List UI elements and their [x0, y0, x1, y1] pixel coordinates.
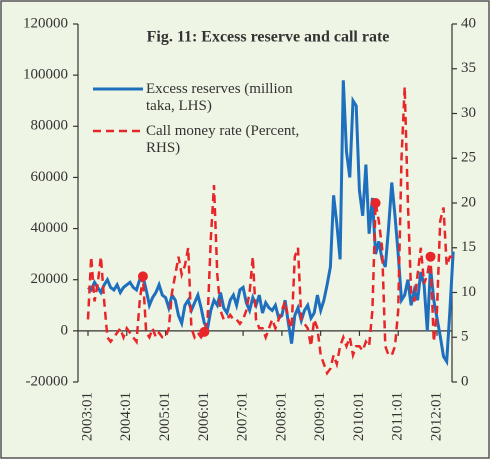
- y-tick-label: 60000: [31, 169, 69, 185]
- y2-tick-label: 5: [461, 329, 469, 345]
- highlight-marker: [425, 251, 436, 262]
- legend-entry: Call money rate (Percent, RHS): [146, 123, 300, 156]
- highlight-marker: [137, 271, 148, 282]
- x-tick-label: 2011:01: [390, 392, 406, 441]
- y-tick-label: 80000: [31, 118, 69, 134]
- y2-tick-label: 25: [461, 150, 476, 166]
- x-tick-label: 2006:01: [196, 392, 212, 441]
- x-tick-label: 2009:01: [312, 392, 328, 441]
- y-tick-label: 100000: [23, 67, 68, 83]
- x-tick-label: 2012:01: [428, 392, 444, 441]
- y-tick-label: -20000: [26, 373, 69, 389]
- y2-tick-label: 15: [461, 239, 476, 255]
- x-tick-label: 2008:01: [273, 392, 289, 441]
- x-tick-label: 2004:01: [118, 392, 134, 441]
- x-tick-label: 2005:01: [157, 392, 173, 441]
- series-line: [87, 80, 455, 367]
- y2-tick-label: 20: [461, 194, 476, 210]
- x-tick-label: 2003:01: [79, 392, 95, 441]
- highlight-marker: [199, 326, 210, 337]
- y2-tick-label: 10: [461, 284, 476, 300]
- y2-tick-label: 40: [461, 15, 476, 31]
- y-tick-label: 40000: [31, 220, 69, 236]
- y2-tick-label: 35: [461, 60, 476, 76]
- chart-title: Fig. 11: Excess reserve and call rate: [147, 29, 390, 46]
- y2-tick-label: 0: [461, 373, 469, 389]
- y-tick-label: 20000: [31, 271, 69, 287]
- y-tick-label: 120000: [23, 15, 68, 31]
- legend-entry: Excess reserves (million taka, LHS): [146, 81, 293, 114]
- x-tick-label: 2010:01: [351, 392, 367, 441]
- series-line: [86, 86, 454, 376]
- y-tick-label: 0: [61, 322, 69, 338]
- x-tick-label: 2007:01: [235, 392, 251, 441]
- y2-tick-label: 30: [461, 105, 476, 121]
- highlight-marker: [370, 198, 381, 208]
